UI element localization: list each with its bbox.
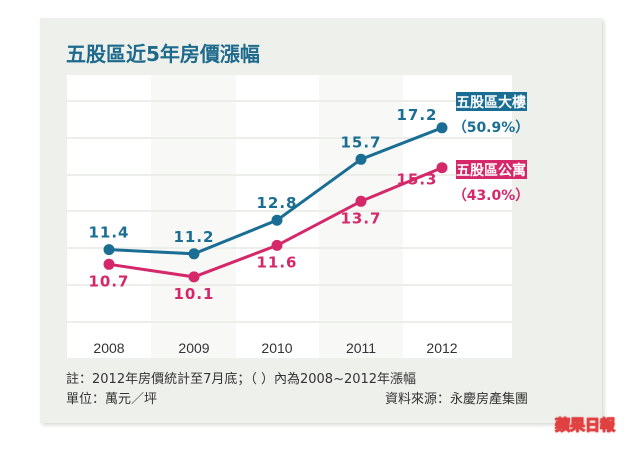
x-tick-label: 2012	[426, 340, 457, 356]
plot-area	[67, 75, 512, 358]
legend-label: 五股區公寓	[456, 162, 526, 179]
data-label: 11.6	[256, 253, 297, 271]
legend-label: 五股區大樓	[456, 94, 526, 111]
x-tick-label: 2011	[346, 340, 376, 356]
data-point	[271, 239, 283, 251]
data-label: 17.2	[396, 106, 437, 124]
data-point	[436, 122, 448, 134]
data-label: 15.3	[396, 171, 437, 189]
legend-change: （43.0%）	[453, 188, 530, 204]
legend-box	[456, 92, 527, 111]
unit-note: 單位：萬元／坪	[66, 392, 158, 407]
footnote: 註：2012年房價統計至7月底；（ ）內為2008~2012年漲幅	[66, 372, 417, 387]
data-point	[103, 244, 115, 256]
x-tick-label: 2010	[261, 340, 292, 356]
data-point	[436, 162, 448, 174]
legend-change: （50.9%）	[453, 120, 530, 136]
data-point	[355, 195, 367, 207]
x-tick-label: 2009	[178, 340, 209, 356]
data-point	[103, 258, 115, 270]
chart-title: 五股區近5年房價漲幅	[66, 42, 260, 66]
logo: 蘋果日報	[554, 416, 616, 435]
source-note: 資料來源：永慶房產集團	[385, 392, 529, 407]
data-point	[188, 248, 200, 260]
data-label: 11.2	[173, 228, 214, 246]
data-point	[355, 153, 367, 165]
data-label: 12.8	[256, 194, 297, 212]
data-point	[188, 271, 200, 283]
data-label: 15.7	[340, 133, 381, 151]
data-label: 11.4	[88, 224, 129, 242]
data-label: 10.1	[173, 285, 214, 303]
column-band	[151, 75, 236, 358]
legend-box	[456, 160, 527, 179]
data-label: 10.7	[88, 272, 129, 290]
x-tick-label: 2008	[93, 340, 124, 356]
data-label: 13.7	[340, 209, 381, 227]
data-point	[271, 214, 283, 226]
